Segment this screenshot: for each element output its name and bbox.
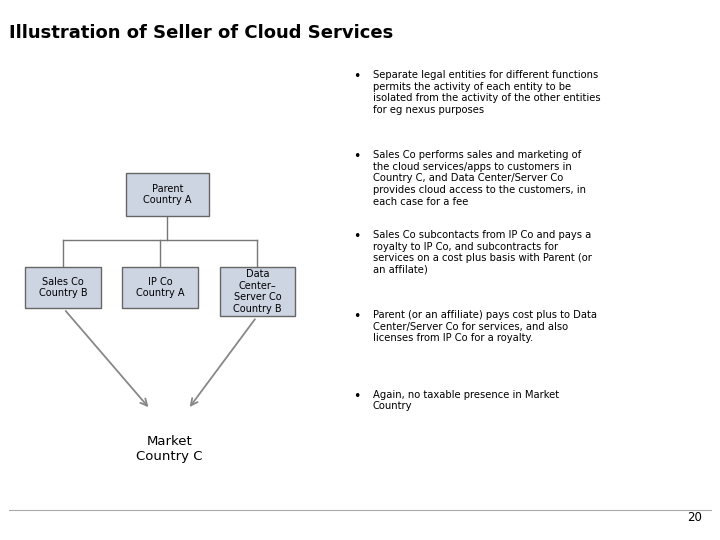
Text: Sales Co subcontacts from IP Co and pays a
royalty to IP Co, and subcontracts fo: Sales Co subcontacts from IP Co and pays… (373, 230, 592, 275)
Text: •: • (353, 150, 360, 163)
Text: 20: 20 (687, 511, 702, 524)
Text: Sales Co
Country B: Sales Co Country B (39, 276, 87, 298)
Text: •: • (353, 70, 360, 83)
Text: •: • (353, 310, 360, 323)
Text: Sales Co performs sales and marketing of
the cloud services/apps to customers in: Sales Co performs sales and marketing of… (373, 150, 586, 206)
FancyBboxPatch shape (122, 267, 198, 308)
Text: Again, no taxable presence in Market
Country: Again, no taxable presence in Market Cou… (373, 390, 559, 411)
Text: Separate legal entities for different functions
permits the activity of each ent: Separate legal entities for different fu… (373, 70, 600, 115)
Text: Parent (or an affiliate) pays cost plus to Data
Center/Server Co for services, a: Parent (or an affiliate) pays cost plus … (373, 310, 597, 343)
Text: IP Co
Country A: IP Co Country A (136, 276, 184, 298)
Text: Illustration of Seller of Cloud Services: Illustration of Seller of Cloud Services (9, 24, 393, 42)
FancyBboxPatch shape (25, 267, 101, 308)
Text: •: • (353, 390, 360, 403)
Text: Parent
Country A: Parent Country A (143, 184, 192, 205)
FancyBboxPatch shape (126, 173, 209, 216)
Text: •: • (353, 230, 360, 243)
Text: Data
Center–
Server Co
Country B: Data Center– Server Co Country B (233, 269, 282, 314)
Text: Market
Country C: Market Country C (136, 435, 202, 463)
FancyBboxPatch shape (220, 267, 295, 316)
